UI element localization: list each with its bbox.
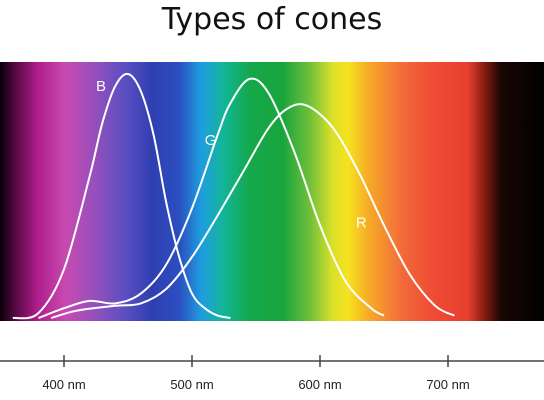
series-label-g: G	[205, 132, 217, 149]
x-axis-ticks: 400 nm 500 nm 600 nm 700 nm	[42, 355, 470, 392]
series-line-g	[38, 77, 385, 319]
x-tick-label: 700 nm	[426, 377, 469, 392]
series-line-b	[12, 72, 231, 320]
curve-layer	[12, 72, 455, 320]
series-label-b: B	[96, 78, 106, 95]
x-tick-label: 400 nm	[42, 377, 85, 392]
x-tick-label: 500 nm	[170, 377, 213, 392]
chart-title: Types of cones	[161, 2, 383, 37]
spectrum-band	[0, 62, 544, 321]
series-label-layer: B G R	[96, 78, 367, 232]
x-tick-label: 600 nm	[298, 377, 341, 392]
series-label-r: R	[356, 215, 367, 232]
series-line-r	[50, 103, 455, 319]
